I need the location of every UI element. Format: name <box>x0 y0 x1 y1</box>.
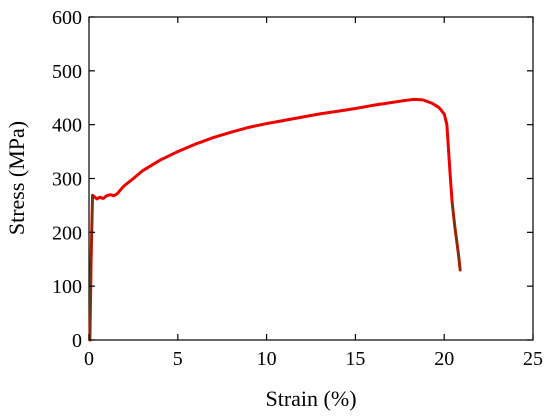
plot-area-frame <box>88 16 534 341</box>
x-tick-label: 5 <box>173 348 183 370</box>
y-axis-label: Stress (MPa) <box>4 121 29 235</box>
x-tick-label: 25 <box>523 348 543 370</box>
x-tick-label: 15 <box>345 348 365 370</box>
x-axis-label: Strain (%) <box>265 386 356 411</box>
series-layer <box>88 97 462 342</box>
x-tick-label: 10 <box>257 348 277 370</box>
x-tick-label: 20 <box>434 348 454 370</box>
fracture-segment <box>451 201 462 272</box>
elastic-loading-segment <box>88 194 94 341</box>
plot-border <box>88 16 534 341</box>
y-tick-label: 0 <box>72 330 82 352</box>
y-tick-label: 100 <box>52 276 82 298</box>
stress-strain-curve <box>88 97 462 342</box>
y-tick-label: 500 <box>52 61 82 83</box>
x-tick-label: 0 <box>84 348 94 370</box>
y-tick-label: 300 <box>52 169 82 191</box>
y-tick-label: 400 <box>52 115 82 137</box>
y-tick-label: 600 <box>52 7 82 29</box>
tick-layer: 0 5 10 15 20 25 0 100 200 300 400 500 600 <box>52 7 543 370</box>
y-tick-label: 200 <box>52 222 82 244</box>
